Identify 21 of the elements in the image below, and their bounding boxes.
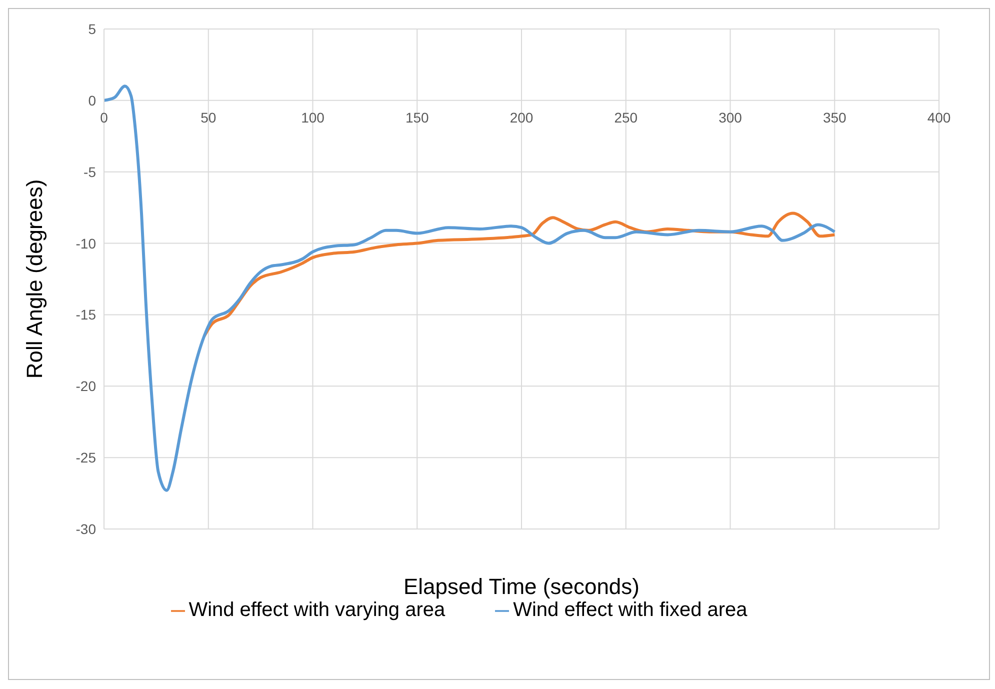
x-axis-title: Elapsed Time (seconds) xyxy=(404,574,640,599)
y-axis-title: Roll Angle (degrees) xyxy=(22,179,47,379)
x-tick-label: 150 xyxy=(405,109,430,126)
x-tick-label: 100 xyxy=(301,109,325,126)
x-tick-label: 0 xyxy=(100,109,108,126)
y-tick-label: -20 xyxy=(76,378,96,394)
x-tick-label: 50 xyxy=(200,109,216,126)
y-tick-label: -10 xyxy=(76,235,96,252)
x-tick-label: 300 xyxy=(718,109,742,126)
y-tick-label: 0 xyxy=(88,92,96,108)
y-tick-label: -5 xyxy=(84,164,96,180)
y-tick-label: 5 xyxy=(88,20,96,37)
y-tick-label: -15 xyxy=(76,306,96,323)
x-tick-label: 200 xyxy=(510,109,534,126)
legend-label: Wind effect with fixed area xyxy=(513,599,748,621)
x-tick-label: 350 xyxy=(822,109,847,126)
x-tick-label: 400 xyxy=(927,109,951,126)
legend-label: Wind effect with varying area xyxy=(188,599,446,621)
y-tick-label: -25 xyxy=(76,450,96,466)
x-tick-label: 250 xyxy=(614,109,638,126)
y-tick-label: -30 xyxy=(76,520,96,537)
